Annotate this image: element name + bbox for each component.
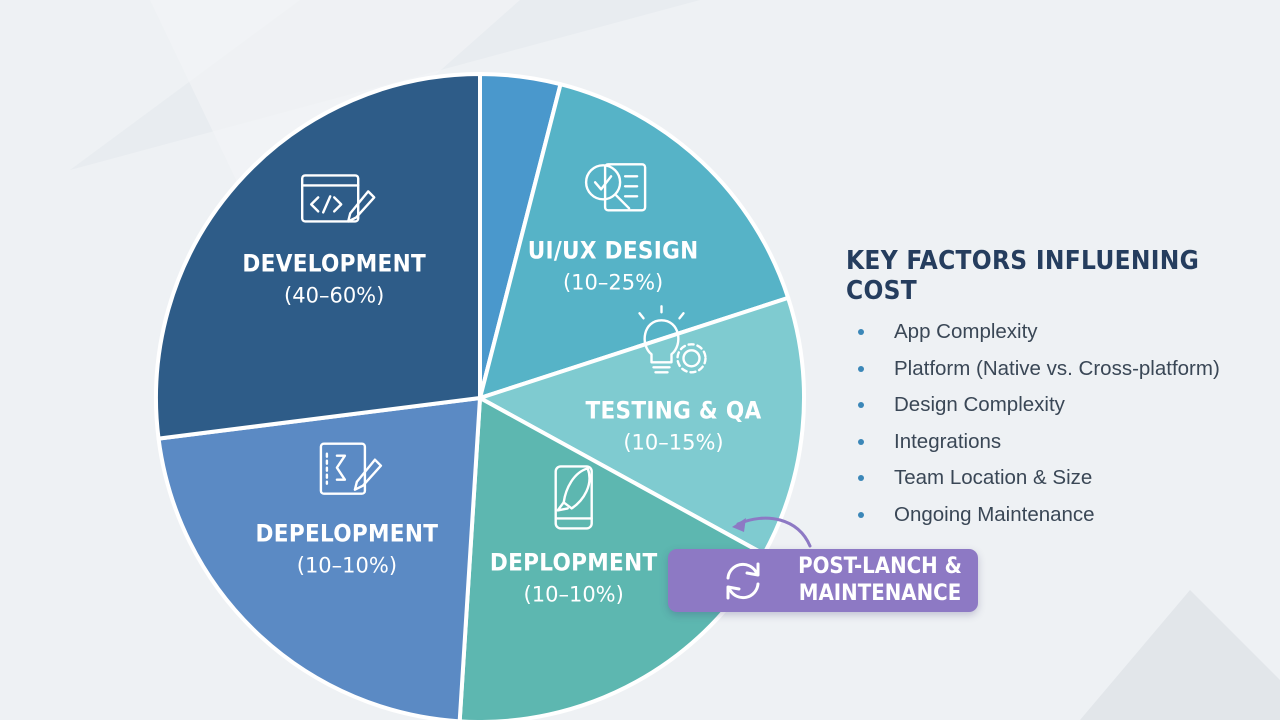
factor-item: Team Location & Size <box>846 460 1266 497</box>
slice-range-label: (10–15%) <box>623 430 723 454</box>
code-window-icon <box>301 174 376 223</box>
pie-slice <box>156 396 482 720</box>
document-pen-icon <box>319 442 383 495</box>
cycle-arrows-icon <box>726 562 760 600</box>
slice-range-label: (10–10%) <box>297 554 397 578</box>
factor-text: Design Complexity <box>894 393 1065 417</box>
post-launch-badge: POST-LANCH & MAINTENANCE <box>668 549 978 612</box>
factor-item: Ongoing Maintenance <box>846 497 1266 534</box>
key-factors-title: KEY FACTORS INFLUENING COST <box>846 246 1200 306</box>
bullet-icon <box>858 365 864 372</box>
factor-text: Ongoing Maintenance <box>894 502 1095 526</box>
bullet-icon <box>858 402 864 409</box>
factor-text: Team Location & Size <box>894 466 1093 490</box>
smartphone-rocket-icon <box>554 465 593 530</box>
slice-label: DEVELOPMENT <box>242 249 426 277</box>
factor-text: Platform (Native vs. Cross-platform) <box>894 356 1220 380</box>
lightbulb-gear-icon <box>638 305 707 374</box>
bullet-icon <box>858 475 864 482</box>
factor-item: Design Complexity <box>846 387 1266 424</box>
design-review-icon <box>584 163 647 212</box>
bullet-icon <box>858 511 864 518</box>
factor-item: Platform (Native vs. Cross-platform) <box>846 351 1266 388</box>
slice-label: UI/UX DESIGN <box>528 236 699 264</box>
key-factors-list: App Complexity Platform (Native vs. Cros… <box>846 314 1266 534</box>
factor-text: Integrations <box>894 429 1002 453</box>
bullet-icon <box>858 438 864 445</box>
curved-arrow-icon <box>732 516 812 548</box>
slice-label: DEPLOPMENT <box>490 548 658 576</box>
slice-range-label: (10–10%) <box>524 582 624 606</box>
factor-item: App Complexity <box>846 314 1266 351</box>
bullet-icon <box>858 329 864 335</box>
factor-item: Integrations <box>846 424 1266 461</box>
pie-slice <box>478 82 791 400</box>
pie-slice <box>154 72 482 441</box>
key-factors-panel: KEY FACTORS INFLUENING COST App Complexi… <box>846 246 1266 534</box>
slice-range-label: (40–60%) <box>284 283 384 307</box>
factor-text: App Complexity <box>894 320 1038 343</box>
post-launch-label: POST-LANCH & MAINTENANCE <box>798 554 962 606</box>
pie-slice <box>478 295 806 557</box>
slice-label: DEPELOPMENT <box>256 520 439 548</box>
slice-label: TESTING & QA <box>585 396 761 424</box>
slice-range-label: (10–25%) <box>563 270 663 294</box>
